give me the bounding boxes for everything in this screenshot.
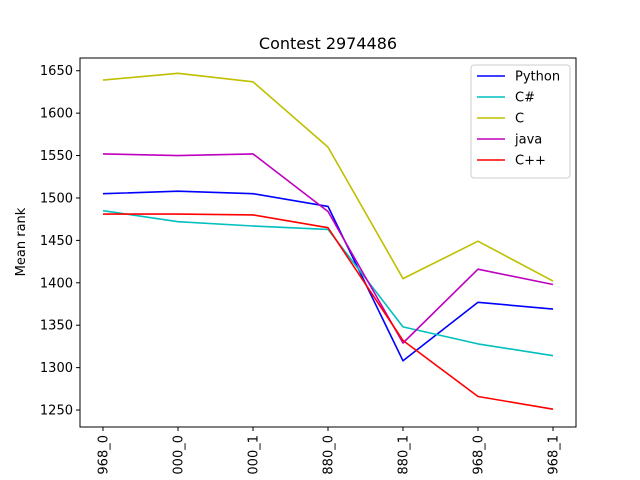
y-tick-label-1550: 1550 — [40, 149, 73, 164]
y-tick-label-1250: 1250 — [40, 404, 73, 419]
legend-label-1: C# — [515, 91, 535, 106]
y-tick-label-1350: 1350 — [40, 319, 73, 334]
plot-area: 1250 1300 1350 1400 1450 1500 1550 1600 1650 968_… — [40, 64, 562, 474]
legend-label-3: java — [514, 133, 542, 148]
y-tick-label-1450: 1450 — [40, 234, 73, 249]
legend-box — [470, 64, 571, 179]
y-tick-label-1650: 1650 — [40, 64, 73, 79]
x-tick-label-3: 880_0 — [322, 435, 337, 475]
x-tick-label-5: 968_0 — [472, 435, 487, 475]
series-line-java-3 — [102, 153, 554, 344]
legend-label-4: C++ — [515, 154, 546, 169]
x-tick-label-2: 000_1 — [247, 435, 262, 475]
y-tick-label-1400: 1400 — [40, 276, 73, 291]
x-tick-label-1: 000_0 — [172, 435, 187, 475]
x-tick-label-6: 968_1 — [547, 435, 562, 475]
chart-title: Contest 2974486 — [259, 34, 397, 53]
y-tick-label-1600: 1600 — [40, 107, 73, 122]
y-tick-label-1300: 1300 — [40, 361, 73, 376]
x-tick-label-0: 968_0 — [97, 435, 112, 475]
series-line-c-4 — [103, 213, 554, 410]
x-tick-label-4: 880_1 — [397, 435, 412, 475]
plot-frame — [79, 57, 577, 428]
series-line-c-2 — [102, 72, 554, 282]
y-axis-label: Mean rank — [14, 207, 29, 276]
y-tick-label-1500: 1500 — [40, 191, 73, 206]
legend-label-0: Python — [515, 70, 560, 85]
series-line-python-0 — [102, 190, 554, 362]
series-line-c-1 — [102, 209, 554, 357]
legend-label-2: C — [515, 112, 524, 127]
